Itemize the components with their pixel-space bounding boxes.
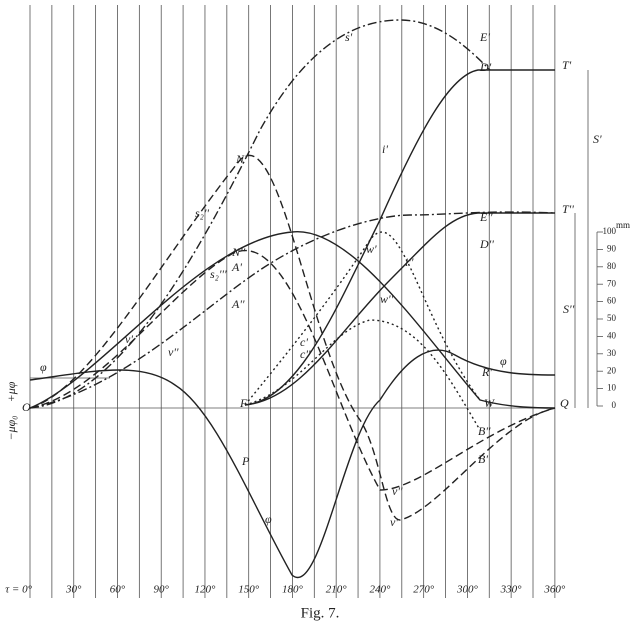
scale-tick-label: 70 xyxy=(607,278,617,288)
curve-nu2 xyxy=(29,250,556,491)
curve-label: φ xyxy=(500,354,507,368)
x-tick-label: τ = 0° xyxy=(5,584,32,596)
x-tick-label: 300° xyxy=(456,584,479,596)
curve-nu1 xyxy=(29,154,556,521)
curve-d2 xyxy=(244,212,555,406)
curve-d1 xyxy=(244,69,555,406)
curve-phi xyxy=(29,349,556,579)
x-tick-label: 330° xyxy=(500,584,523,596)
scale-tick-label: 80 xyxy=(607,261,617,271)
scale-tick-label: 90 xyxy=(607,243,617,253)
curve-label: φ xyxy=(265,512,272,526)
x-tick-label: 60° xyxy=(110,584,126,596)
scale-tick-label: 50 xyxy=(607,313,617,323)
curve-label: E'' xyxy=(479,210,493,224)
curve-label: E' xyxy=(479,30,490,44)
curve-label: N' xyxy=(235,152,247,166)
curve-label: S'' xyxy=(563,302,575,316)
curve-label: i' xyxy=(382,142,388,156)
curve-label: c'' xyxy=(300,347,311,361)
curve-dotted-1 xyxy=(244,231,481,406)
grid xyxy=(29,5,556,598)
curve-hump xyxy=(29,231,556,409)
x-tick-label: 360° xyxy=(543,584,566,596)
scale-tick-label: 40 xyxy=(607,330,617,340)
curve-label: T' xyxy=(562,58,572,72)
x-tick-label: 240° xyxy=(369,584,391,596)
curve-label: W xyxy=(484,396,495,410)
curve-s1 xyxy=(29,19,491,409)
curve-label: B'' xyxy=(478,424,491,438)
labels: τ = 0° 30° 60° 90° 120° 150° 180° 210° 240° 270° 3… xyxy=(4,30,630,596)
curve-label: s₂''' xyxy=(210,267,227,281)
curve-label: T'' xyxy=(562,202,574,216)
x-tick-label: 210° xyxy=(326,584,348,596)
curve-label: Q xyxy=(560,396,569,410)
axis-label: +μφ xyxy=(4,381,18,402)
curve-label: i'' xyxy=(405,255,414,269)
x-tick-label: 120° xyxy=(195,584,217,596)
x-tick-label: 90° xyxy=(154,584,170,596)
curve-label: B' xyxy=(478,452,488,466)
curve-label: ν'' xyxy=(392,484,403,498)
x-tick-label: 180° xyxy=(282,584,304,596)
scale-tick-label: 10 xyxy=(607,383,617,393)
x-tick-label: 30° xyxy=(65,584,82,596)
curve-label: c' xyxy=(300,335,308,349)
scale-tick-label: 0 xyxy=(612,400,617,410)
curve-label: s' xyxy=(345,30,353,44)
curve-label: O xyxy=(22,400,31,414)
curve-label: N'' xyxy=(231,245,246,259)
curve-label: s₂'' xyxy=(195,206,209,220)
curve-label: F xyxy=(239,396,248,410)
curve-dotted-2 xyxy=(244,319,481,431)
curve-label: R' xyxy=(481,365,492,379)
curve-label: P xyxy=(241,454,250,468)
curves xyxy=(29,19,556,579)
curve-label: D'' xyxy=(479,237,494,251)
scale-tick-label: 60 xyxy=(607,296,617,306)
curve-label: φ xyxy=(40,360,47,374)
curve-label: S' xyxy=(593,132,602,146)
curve-label: ν' xyxy=(390,515,398,529)
curve-label: D' xyxy=(479,60,492,74)
caption: Fig. 7. xyxy=(301,605,340,621)
curve-label: w'' xyxy=(380,292,394,306)
x-tick-label: 150° xyxy=(238,584,260,596)
brackets xyxy=(574,70,598,408)
curve-label: w' xyxy=(366,242,377,256)
curve-label: ν'' xyxy=(168,345,179,359)
x-tick-label: 270° xyxy=(413,584,435,596)
scale-tick-label: 20 xyxy=(607,365,617,375)
axis-label: −μφ₀ xyxy=(4,416,18,441)
scale-tick-label: 30 xyxy=(607,348,617,358)
curve-label: A'' xyxy=(231,297,245,311)
curve-label: A' xyxy=(231,260,242,274)
scale-tick-label: 100 xyxy=(603,226,617,236)
curve-label: ν' xyxy=(125,332,133,346)
scale-unit: mm xyxy=(616,220,630,230)
